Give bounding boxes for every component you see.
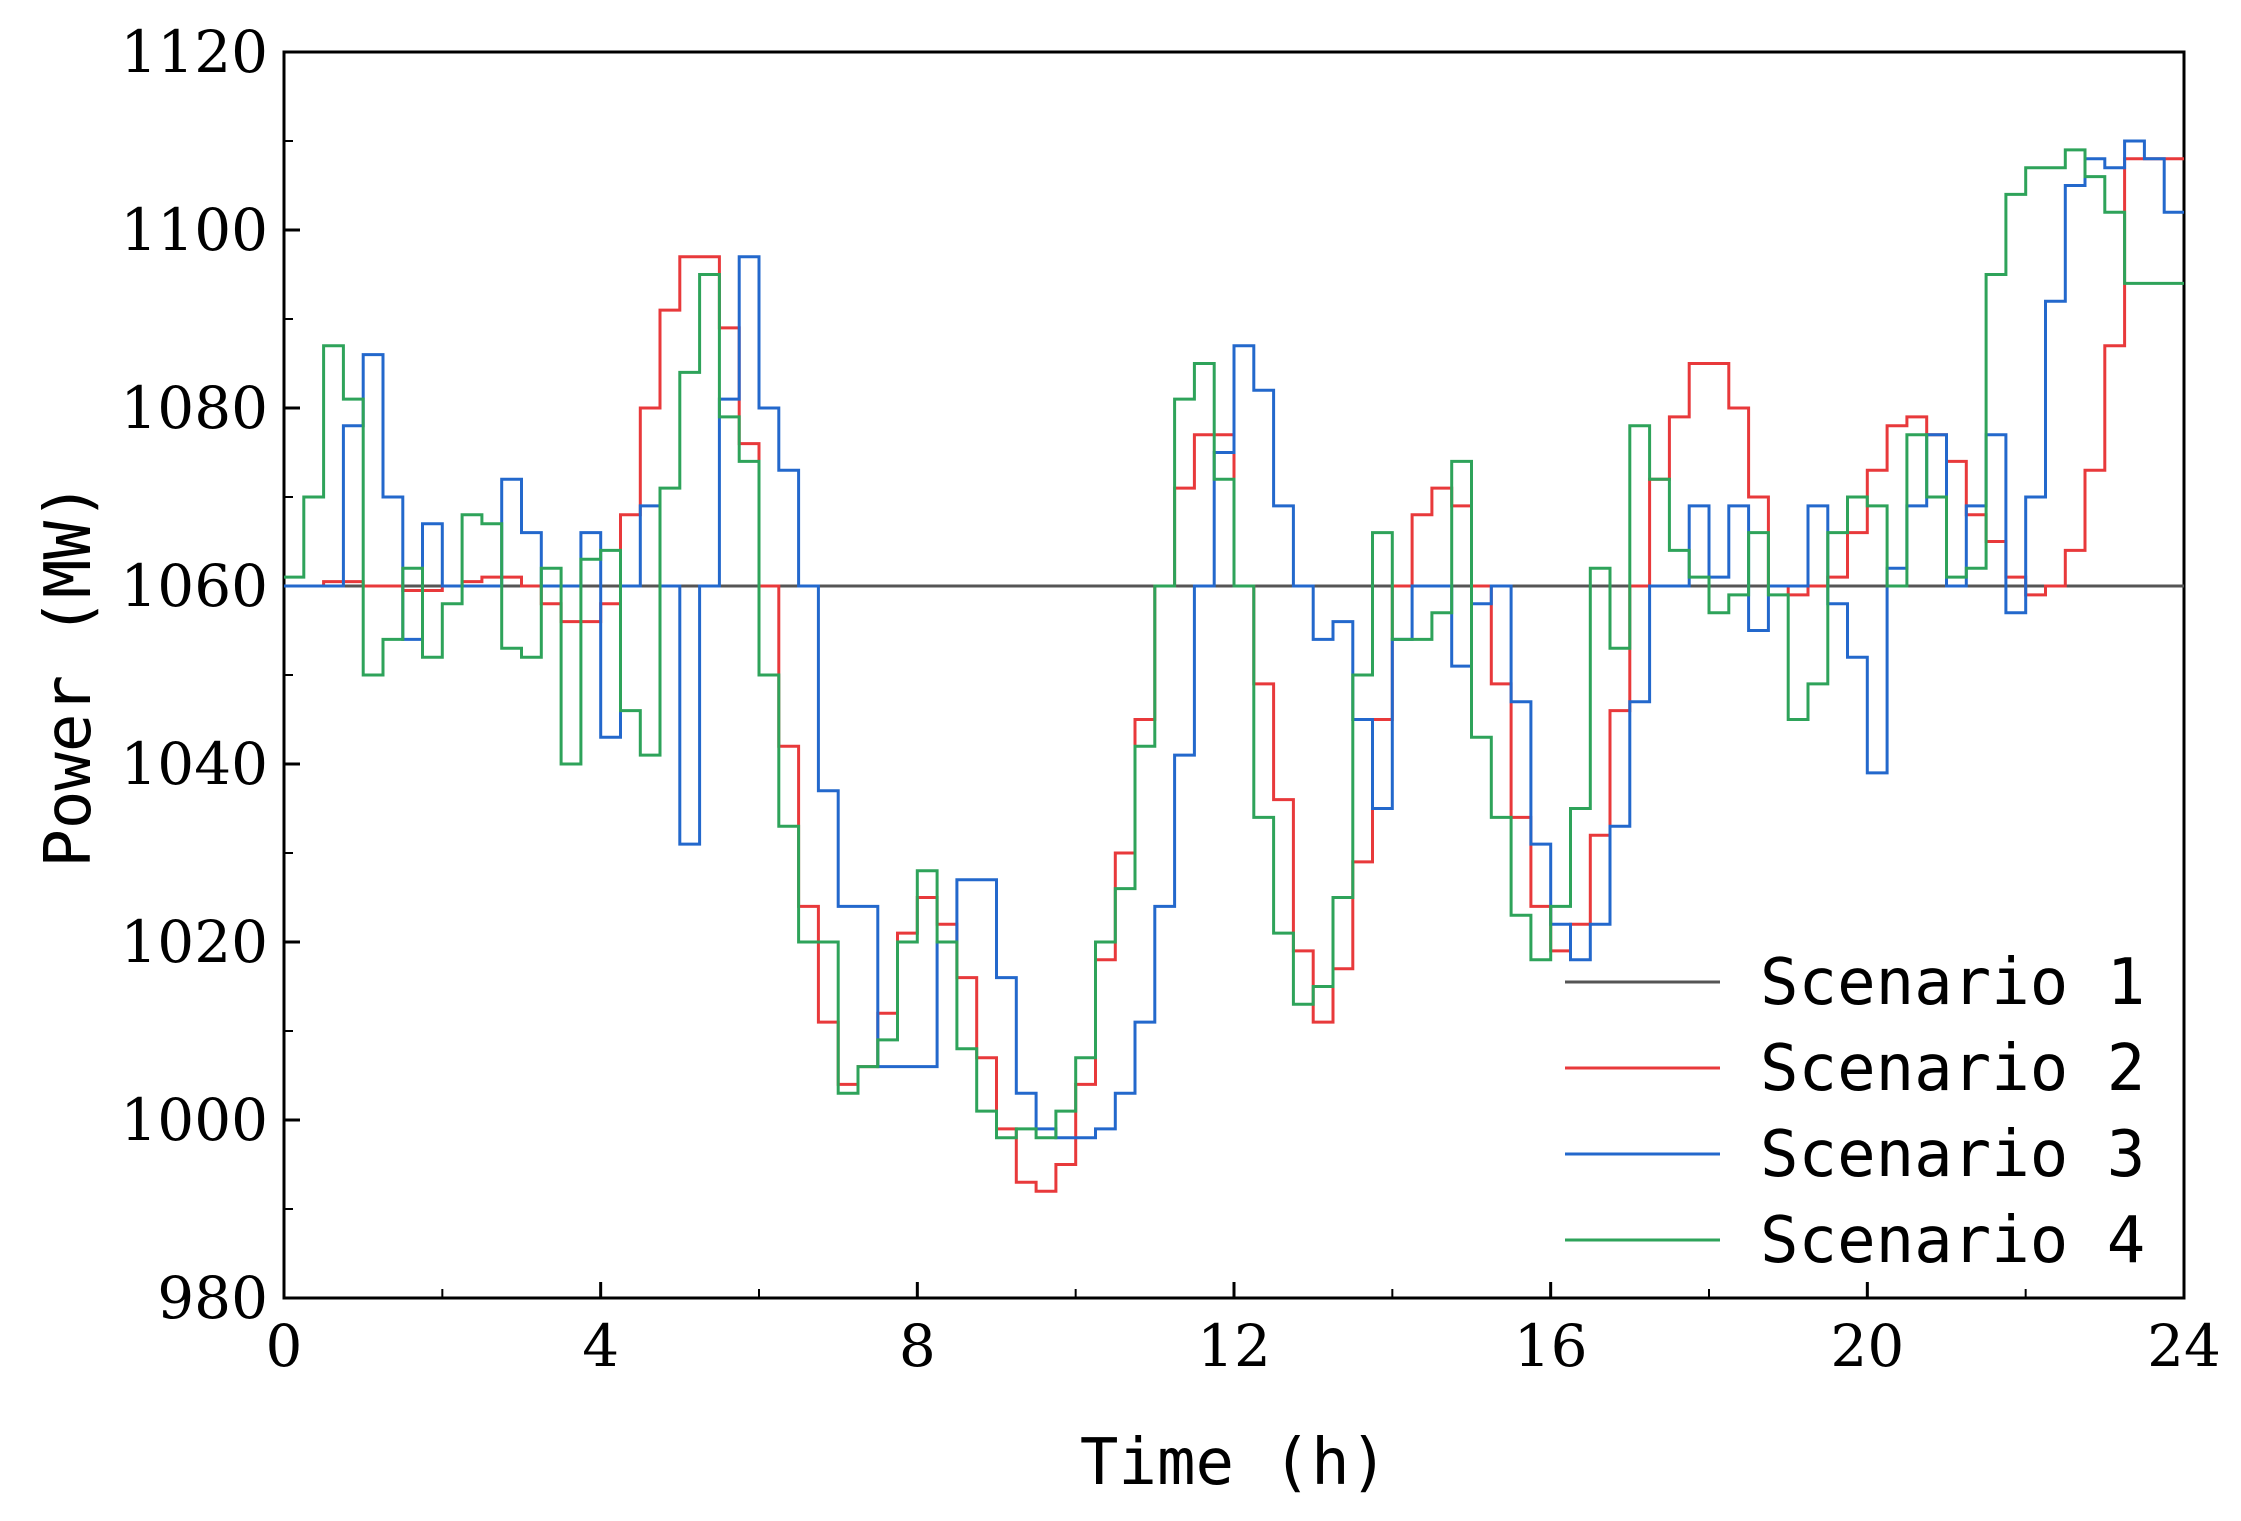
y-tick-label: 1060	[120, 552, 268, 620]
y-tick-label: 1120	[120, 18, 268, 86]
legend-label-1: Scenario 1	[1760, 946, 2145, 1020]
legend-label-2: Scenario 2	[1760, 1032, 2145, 1106]
series-line-scenario-4	[284, 148, 2184, 1140]
y-tick-label: 1040	[120, 730, 268, 798]
y-tick-label: 1080	[120, 374, 268, 442]
x-tick-label: 8	[899, 1312, 936, 1380]
x-tick-label: 0	[266, 1312, 303, 1380]
series-line-scenario-3	[284, 139, 2184, 1140]
x-tick-label: 12	[1197, 1312, 1271, 1380]
y-axis-title: Power (MW)	[32, 482, 106, 867]
y-tick-label: 1000	[120, 1086, 268, 1154]
legend-label-3: Scenario 3	[1760, 1118, 2145, 1192]
x-tick-label: 16	[1514, 1312, 1588, 1380]
plot-frame	[282, 50, 2186, 1300]
x-axis-title: Time (h)	[1080, 1426, 1388, 1500]
x-tick-label: 4	[582, 1312, 619, 1380]
tick-labels: 0 4 8 12 16 20 24 980 1000 1020 1040 1060 1080 1100 11…	[120, 18, 2221, 1380]
y-tick-label: 1100	[120, 196, 268, 264]
y-tick-label: 1020	[120, 908, 268, 976]
legend: Scenario 1 Scenario 2 Scenario 3 Scenario 4	[1565, 946, 2145, 1278]
x-tick-label: 20	[1830, 1312, 1904, 1380]
legend-label-4: Scenario 4	[1760, 1204, 2145, 1278]
axis-ticks	[282, 50, 2186, 1300]
x-tick-label: 24	[2147, 1312, 2221, 1380]
y-tick-label: 980	[157, 1264, 268, 1332]
series-layer	[284, 139, 2184, 1193]
